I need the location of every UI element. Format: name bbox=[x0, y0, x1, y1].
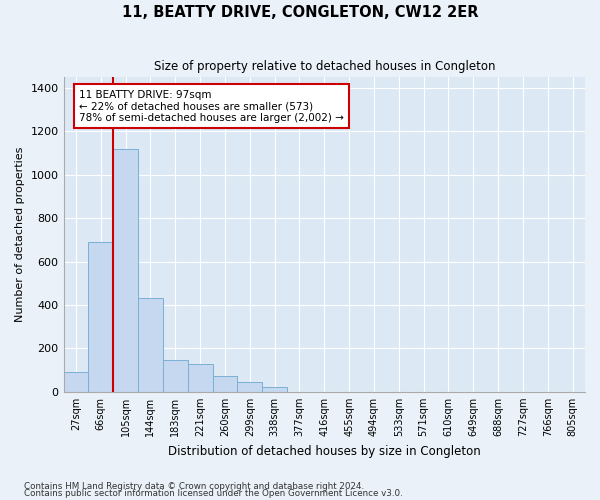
Text: Contains public sector information licensed under the Open Government Licence v3: Contains public sector information licen… bbox=[24, 490, 403, 498]
Title: Size of property relative to detached houses in Congleton: Size of property relative to detached ho… bbox=[154, 60, 495, 73]
X-axis label: Distribution of detached houses by size in Congleton: Distribution of detached houses by size … bbox=[168, 444, 481, 458]
Bar bbox=[138, 298, 163, 392]
Text: Contains HM Land Registry data © Crown copyright and database right 2024.: Contains HM Land Registry data © Crown c… bbox=[24, 482, 364, 491]
Bar bbox=[88, 242, 113, 392]
Y-axis label: Number of detached properties: Number of detached properties bbox=[15, 146, 25, 322]
Text: 11, BEATTY DRIVE, CONGLETON, CW12 2ER: 11, BEATTY DRIVE, CONGLETON, CW12 2ER bbox=[122, 5, 478, 20]
Bar bbox=[188, 364, 212, 392]
Bar bbox=[163, 360, 188, 392]
Bar bbox=[262, 388, 287, 392]
Text: 11 BEATTY DRIVE: 97sqm
← 22% of detached houses are smaller (573)
78% of semi-de: 11 BEATTY DRIVE: 97sqm ← 22% of detached… bbox=[79, 90, 344, 122]
Bar bbox=[64, 372, 88, 392]
Bar bbox=[238, 382, 262, 392]
Bar bbox=[212, 376, 238, 392]
Bar bbox=[113, 148, 138, 392]
